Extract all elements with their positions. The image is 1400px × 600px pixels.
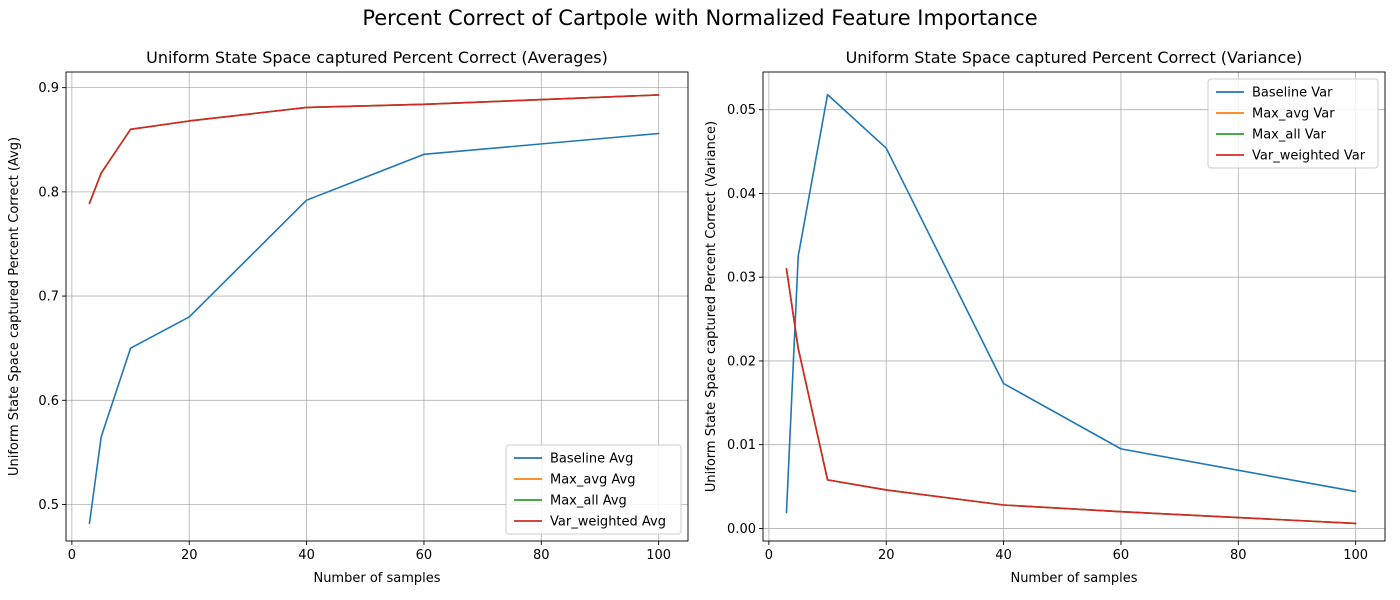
chart-2: 0 20 40 60 80 100 0.00 0.01 0.02 0.03 0.04 0.05 Unif… xyxy=(704,48,1386,586)
legend-entry: Var_weighted Avg xyxy=(550,515,666,530)
x-tick-label: 80 xyxy=(1230,548,1247,563)
legend-entry: Baseline Avg xyxy=(550,452,633,467)
legend-entry: Max_all Avg xyxy=(550,494,627,509)
plot-frame xyxy=(65,71,689,542)
x-tick-label: 40 xyxy=(298,548,315,563)
x-tick-label: 0 xyxy=(68,548,76,563)
legend-entry: Max_all Var xyxy=(1252,128,1327,143)
chart-title: Uniform State Space captured Percent Cor… xyxy=(146,48,608,67)
y-tick-label: 0.8 xyxy=(38,185,59,200)
plot-frame xyxy=(762,71,1386,542)
series-line-2 xyxy=(785,268,1357,525)
series-line-2 xyxy=(88,94,660,205)
series-line-3 xyxy=(785,268,1357,525)
legend-entry: Baseline Var xyxy=(1252,86,1333,101)
legend-box xyxy=(1207,78,1379,169)
series-line-4 xyxy=(88,94,660,205)
y-axis-label: Uniform State Space captured Percent Cor… xyxy=(7,137,22,476)
x-axis-label: Number of samples xyxy=(1010,571,1137,586)
y-tick-label: 0.04 xyxy=(727,187,756,202)
y-tick-label: 0.05 xyxy=(727,103,756,118)
x-tick-label: 100 xyxy=(646,548,671,563)
y-tick-label: 0.5 xyxy=(38,498,59,513)
y-tick-label: 0.9 xyxy=(38,81,59,96)
y-tick-label: 0.00 xyxy=(727,522,756,537)
series-line-4 xyxy=(785,268,1357,525)
chart-1: 0 20 40 60 80 100 0.5 0.6 0.7 0.8 0.9 Uniform State… xyxy=(7,48,689,586)
legend-entry: Max_avg Avg xyxy=(550,473,636,488)
x-tick-label: 20 xyxy=(181,548,198,563)
y-tick-label: 0.03 xyxy=(727,271,756,286)
chart-title: Uniform State Space captured Percent Cor… xyxy=(846,48,1303,67)
y-tick-label: 0.01 xyxy=(727,438,756,453)
series-line-1 xyxy=(785,93,1357,514)
x-tick-label: 40 xyxy=(995,548,1012,563)
x-tick-label: 60 xyxy=(416,548,433,563)
series-line-3 xyxy=(88,94,660,205)
y-tick-label: 0.7 xyxy=(38,290,59,305)
legend: Baseline Avg Max_avg Avg Max_all Avg Var_we… xyxy=(505,444,682,535)
y-tick-label: 0.02 xyxy=(727,354,756,369)
x-tick-label: 100 xyxy=(1343,548,1368,563)
series-line-1 xyxy=(88,132,660,525)
y-axis-label: Uniform State Space captured Percent Cor… xyxy=(704,121,719,492)
figure-title: Percent Correct of Cartpole with Normali… xyxy=(362,6,1038,30)
y-tick-label: 0.6 xyxy=(38,394,59,409)
legend-entry: Max_avg Var xyxy=(1252,107,1335,122)
x-tick-label: 60 xyxy=(1113,548,1130,563)
legend: Baseline Var Max_avg Var Max_all Var Var_we… xyxy=(1207,78,1379,169)
x-axis-label: Number of samples xyxy=(313,571,440,586)
x-tick-label: 20 xyxy=(878,548,895,563)
legend-box xyxy=(505,444,682,535)
x-tick-label: 0 xyxy=(765,548,773,563)
x-tick-label: 80 xyxy=(533,548,550,563)
legend-entry: Var_weighted Var xyxy=(1252,149,1366,164)
